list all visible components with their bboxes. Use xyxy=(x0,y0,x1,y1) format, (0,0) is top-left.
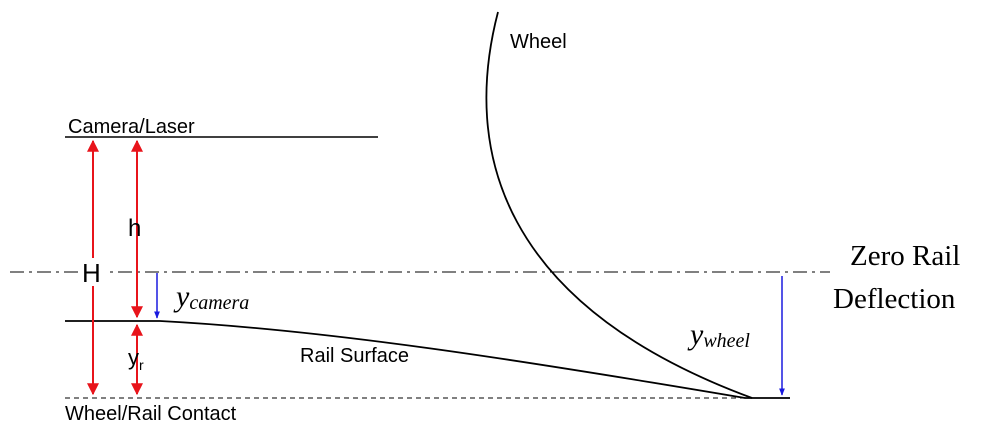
rail-surface-curve xyxy=(65,320,790,399)
deflection-label: Deflection xyxy=(833,283,956,315)
camera-label: Camera/Laser xyxy=(68,116,195,138)
subscript: r xyxy=(139,357,144,373)
y-camera-label: ycamera xyxy=(173,280,249,314)
zero-rail-label: Zero Rail xyxy=(850,240,960,272)
H-label: H xyxy=(82,258,101,288)
wheel-curve xyxy=(485,11,753,399)
symbol: y xyxy=(687,318,704,351)
subscript: camera xyxy=(189,292,249,314)
contact-label: Wheel/Rail Contact xyxy=(65,403,237,425)
wheel-label: Wheel xyxy=(510,31,567,53)
rail-surface-label: Rail Surface xyxy=(300,345,409,367)
H-background xyxy=(80,258,106,286)
y-wheel-label: ywheel xyxy=(687,318,750,352)
subscript: wheel xyxy=(703,330,750,352)
h-label: h xyxy=(128,215,141,242)
symbol: y xyxy=(128,345,139,370)
symbol: y xyxy=(173,280,190,313)
yr-label: yr xyxy=(128,345,144,373)
